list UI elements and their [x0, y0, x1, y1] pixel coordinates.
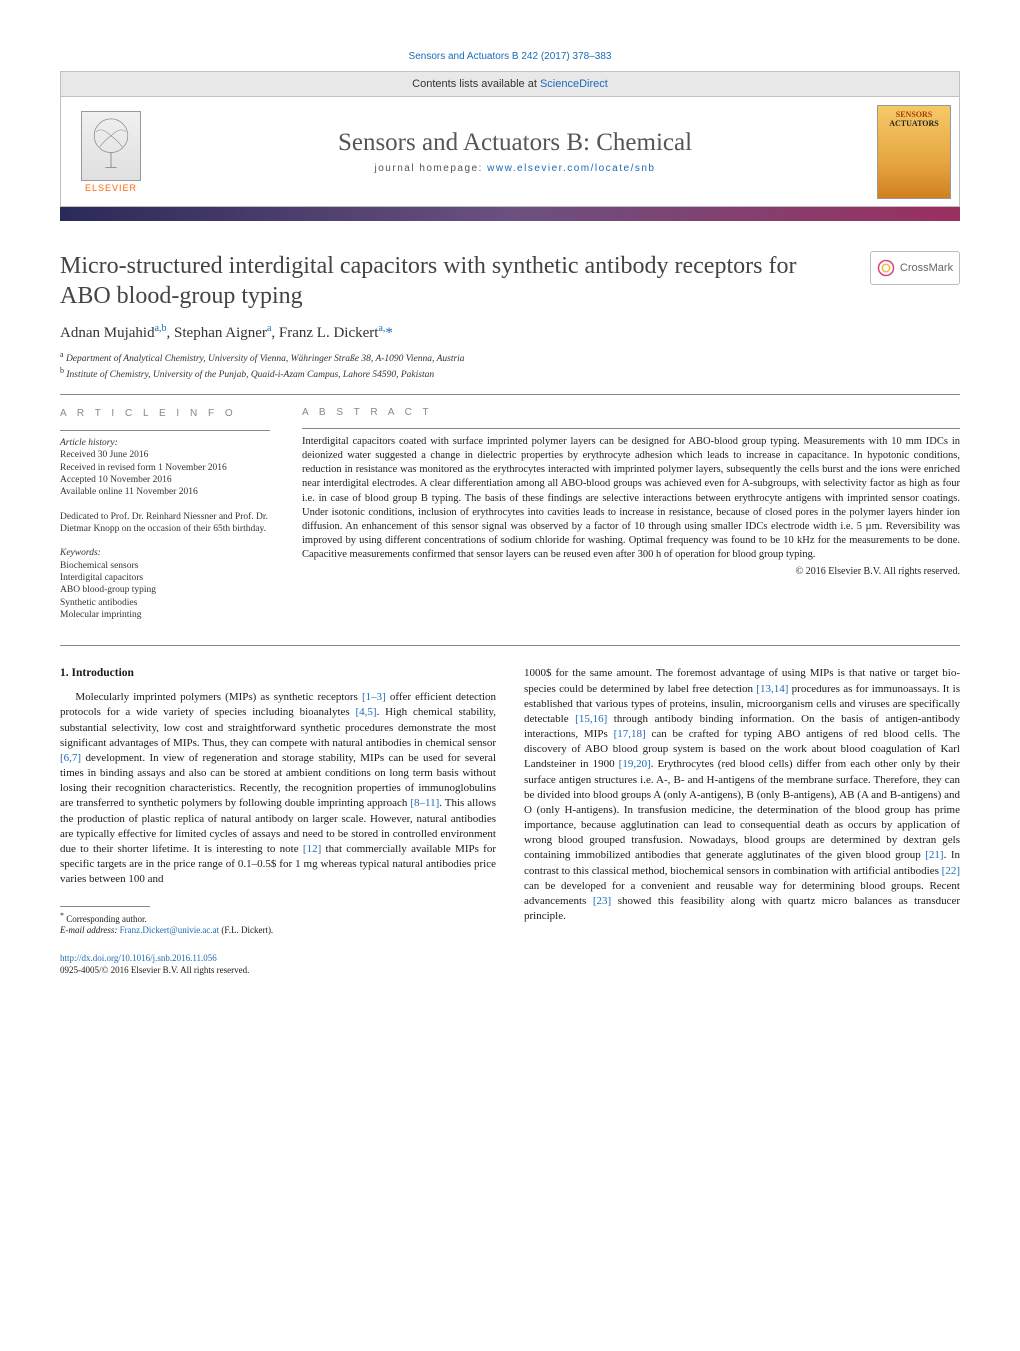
citation-link[interactable]: [6,7]	[60, 752, 81, 764]
citation-link[interactable]: [21]	[925, 849, 943, 861]
cover-line1: SENSORS	[896, 110, 932, 119]
dedication: Dedicated to Prof. Dr. Reinhard Niessner…	[60, 511, 270, 536]
journal-title: Sensors and Actuators B: Chemical	[338, 129, 692, 157]
accent-bar	[60, 207, 960, 221]
journal-center: Sensors and Actuators B: Chemical journa…	[161, 97, 869, 206]
article-title: Micro-structured interdigital capacitors…	[60, 251, 960, 311]
keyword: Molecular imprinting	[60, 609, 270, 621]
corr-email-link[interactable]: Franz.Dickert@univie.ac.at	[120, 925, 220, 935]
article-history: Article history: Received 30 June 2016 R…	[60, 437, 270, 499]
history-revised: Received in revised form 1 November 2016	[60, 462, 270, 474]
journal-homepage: journal homepage: www.elsevier.com/locat…	[375, 163, 656, 174]
abstract-copyright: © 2016 Elsevier B.V. All rights reserved…	[302, 566, 960, 577]
keyword: ABO blood-group typing	[60, 584, 270, 596]
citation-link[interactable]: [17,18]	[614, 728, 646, 740]
rule-top	[60, 394, 960, 395]
history-label: Article history:	[60, 437, 270, 449]
doi-block: http://dx.doi.org/10.1016/j.snb.2016.11.…	[60, 953, 496, 976]
contents-prefix: Contents lists available at	[412, 78, 540, 90]
meta-abstract-row: A R T I C L E I N F O Article history: R…	[60, 407, 960, 633]
history-accepted: Accepted 10 November 2016	[60, 474, 270, 486]
corresponding-author: * Corresponding author. E-mail address: …	[60, 911, 496, 937]
rule-bottom	[60, 645, 960, 646]
history-received: Received 30 June 2016	[60, 449, 270, 461]
crossmark-badge[interactable]: CrossMark	[870, 251, 960, 285]
publisher-block: ELSEVIER Sensors and Actuators B: Chemic…	[60, 97, 960, 207]
corr-name: (F.L. Dickert).	[221, 925, 273, 935]
elsevier-logo: ELSEVIER	[61, 97, 161, 206]
homepage-link[interactable]: www.elsevier.com/locate/snb	[487, 163, 655, 174]
article-header: Micro-structured interdigital capacitors…	[60, 251, 960, 311]
cover-thumbnail: SENSORS ACTUATORS	[877, 105, 951, 199]
citation-link[interactable]: [13,14]	[756, 683, 788, 695]
crossmark-label: CrossMark	[900, 262, 953, 274]
keywords-label: Keywords:	[60, 547, 270, 559]
reference-line: Sensors and Actuators B 242 (2017) 378–3…	[60, 48, 960, 63]
crossmark-icon	[877, 259, 895, 277]
keyword: Synthetic antibodies	[60, 597, 270, 609]
rule-info	[60, 430, 270, 431]
section-title: Introduction	[72, 667, 134, 679]
sciencedirect-link[interactable]: ScienceDirect	[540, 78, 608, 90]
homepage-prefix: journal homepage:	[375, 163, 488, 174]
keyword: Interdigital capacitors	[60, 572, 270, 584]
history-online: Available online 11 November 2016	[60, 486, 270, 498]
doi-link[interactable]: http://dx.doi.org/10.1016/j.snb.2016.11.…	[60, 953, 217, 963]
article-info-heading: A R T I C L E I N F O	[60, 407, 270, 420]
section-heading: 1. Introduction	[60, 666, 496, 682]
elsevier-label: ELSEVIER	[85, 183, 137, 193]
body-paragraph-1: Molecularly imprinted polymers (MIPs) as…	[60, 690, 496, 887]
article-info-column: A R T I C L E I N F O Article history: R…	[60, 407, 270, 633]
keyword: Biochemical sensors	[60, 560, 270, 572]
body-column-right: 1000$ for the same amount. The foremost …	[524, 666, 960, 976]
affiliation-b: b Institute of Chemistry, University of …	[60, 366, 960, 382]
corr-label: Corresponding author.	[66, 914, 147, 924]
affiliations: a Department of Analytical Chemistry, Un…	[60, 350, 960, 382]
cover-line2: ACTUATORS	[889, 119, 939, 128]
contents-bar: Contents lists available at ScienceDirec…	[60, 71, 960, 97]
body-paragraph-2: 1000$ for the same amount. The foremost …	[524, 666, 960, 924]
body-column-left: 1. Introduction Molecularly imprinted po…	[60, 666, 496, 976]
elsevier-tree-icon	[81, 111, 141, 181]
reference-link[interactable]: Sensors and Actuators B 242 (2017) 378–3…	[409, 51, 612, 62]
abstract-text: Interdigital capacitors coated with surf…	[302, 435, 960, 563]
citation-link[interactable]: [23]	[593, 895, 611, 907]
citation-link[interactable]: [22]	[942, 865, 960, 877]
section-number: 1.	[60, 667, 69, 679]
citation-link[interactable]: [19,20]	[619, 758, 651, 770]
citation-link[interactable]: [4,5]	[356, 706, 377, 718]
abstract-column: A B S T R A C T Interdigital capacitors …	[302, 407, 960, 633]
citation-link[interactable]: [8–11]	[410, 797, 439, 809]
journal-cover: SENSORS ACTUATORS	[869, 97, 959, 206]
authors: Adnan Mujahida,b, Stephan Aignera, Franz…	[60, 323, 960, 342]
citation-link[interactable]: [15,16]	[575, 713, 607, 725]
keywords-block: Keywords: Biochemical sensorsInterdigita…	[60, 547, 270, 621]
abstract-heading: A B S T R A C T	[302, 407, 960, 418]
issn-line: 0925-4005/© 2016 Elsevier B.V. All right…	[60, 965, 249, 975]
citation-link[interactable]: [1–3]	[362, 691, 386, 703]
affiliation-a: a Department of Analytical Chemistry, Un…	[60, 350, 960, 366]
body-columns: 1. Introduction Molecularly imprinted po…	[60, 666, 960, 976]
footnote-rule	[60, 906, 150, 907]
email-label: E-mail address:	[60, 925, 117, 935]
citation-link[interactable]: [12]	[303, 843, 321, 855]
rule-abstract	[302, 428, 960, 429]
